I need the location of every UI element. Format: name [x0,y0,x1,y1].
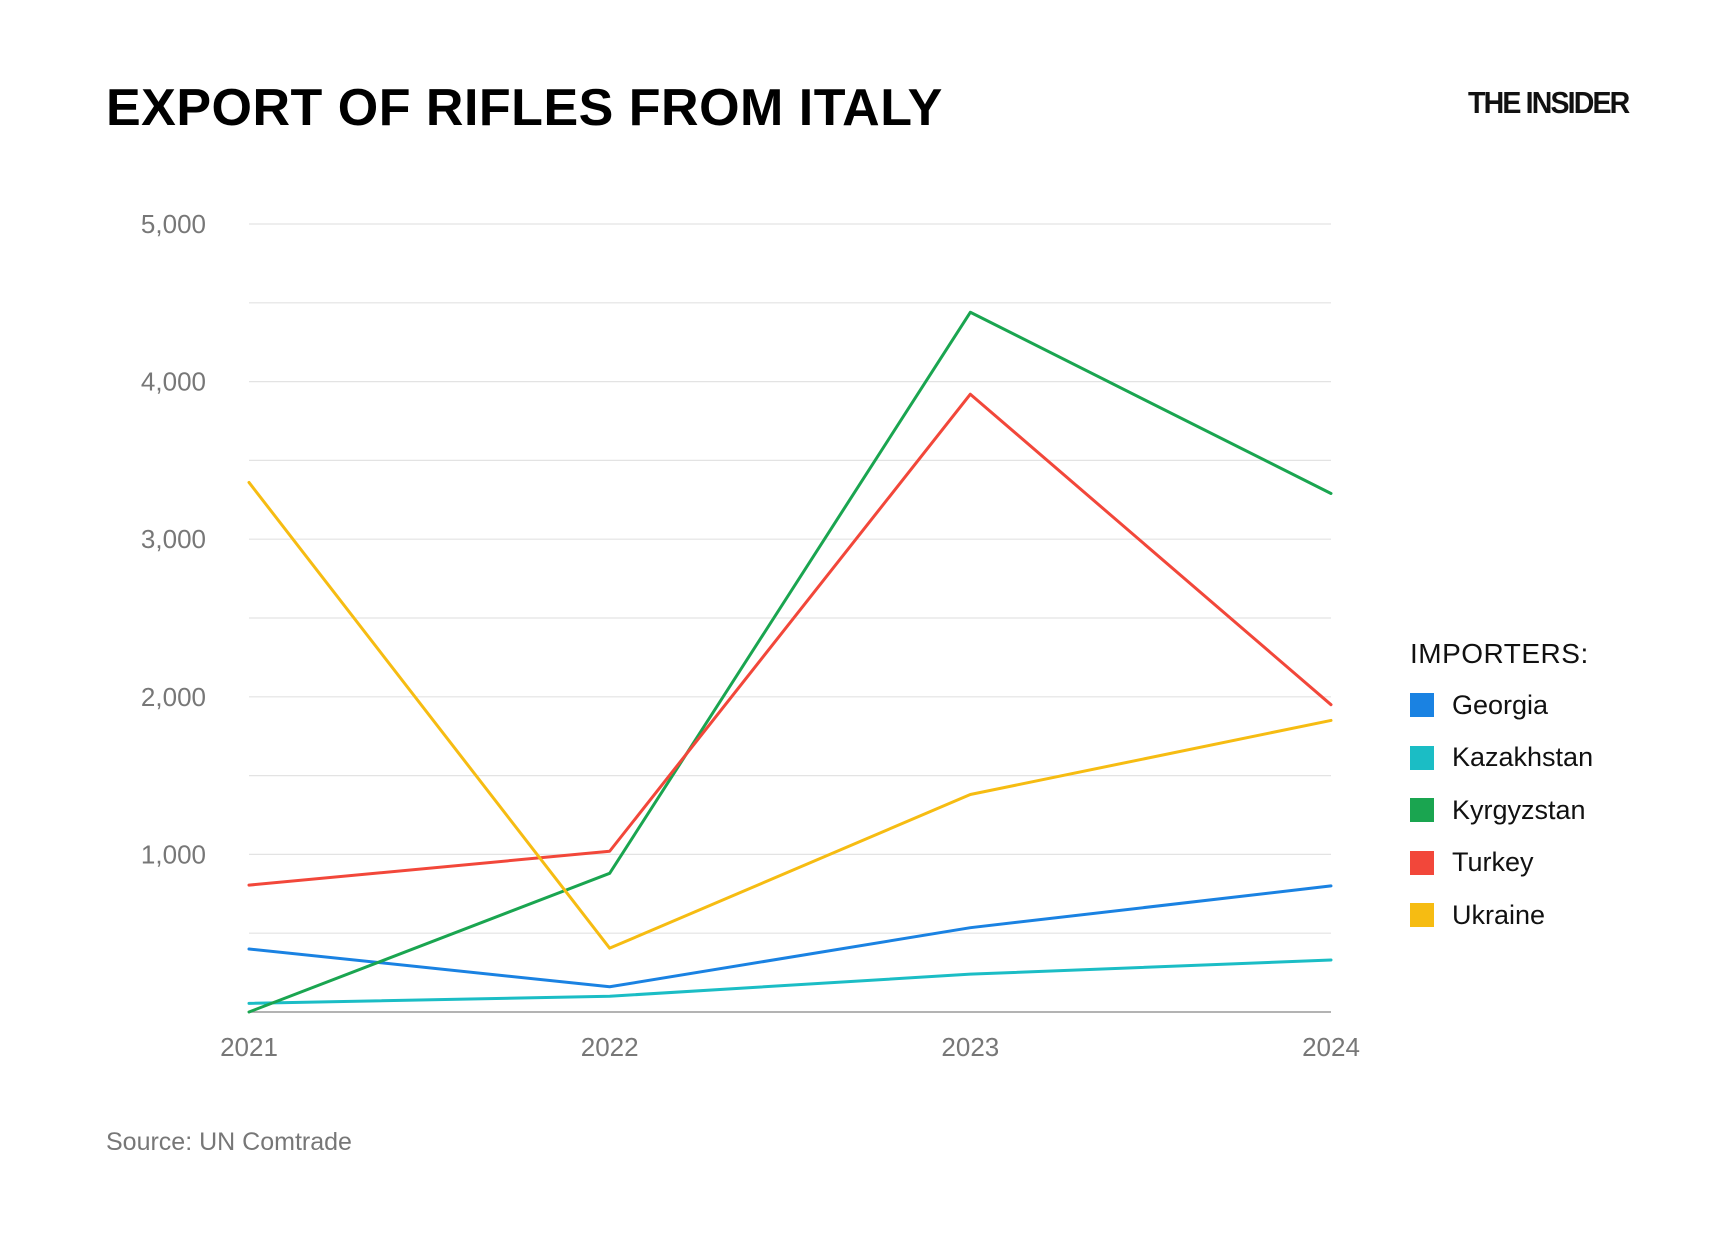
x-tick-label: 2022 [581,1032,639,1062]
series-line-kazakhstan [247,958,1333,1005]
y-tick-label: 2,000 [141,682,206,712]
y-tick-label: 3,000 [141,524,206,554]
legend-swatch [1410,903,1434,927]
legend-label: Ukraine [1452,899,1546,930]
legend-label: Kyrgyzstan [1452,794,1586,825]
legend-item-ukraine: Ukraine [1410,900,1593,930]
legend-item-kazakhstan: Kazakhstan [1410,742,1594,773]
series-line-georgia [247,884,1333,989]
x-tick-label: 2021 [220,1032,278,1062]
legend-label: Kazakhstan [1452,742,1594,772]
legend-swatch [1410,798,1434,822]
legend-label: Georgia [1452,689,1549,720]
legend-title: IMPORTERS: [1410,638,1589,669]
legend-item-turkey: Turkey [1410,847,1593,878]
legend-swatch [1410,850,1434,875]
legend-label: Turkey [1452,847,1534,877]
chart-title: EXPORT OF RIFLES FROM ITALY [106,79,943,137]
x-tick-label: 2024 [1302,1032,1360,1062]
y-tick-label: 5,000 [141,209,206,239]
source-note: Source: UN Comtrade [106,1128,352,1156]
series-line-ukraine [247,480,1333,950]
legend-items: Georgia Kazakhstan Kyrgyzstan Turkey Ukraine [1410,690,1593,930]
legend-item-georgia: Georgia [1410,690,1593,720]
brand-logo: THE INSIDER [1468,85,1630,120]
series-line-turkey [247,392,1333,887]
x-tick-label: 2023 [941,1032,999,1062]
legend-item-kyrgyzstan: Kyrgyzstan [1410,795,1593,825]
y-tick-label: 1,000 [141,839,206,869]
legend-swatch [1410,745,1434,770]
y-tick-label: 4,000 [141,367,206,397]
legend: IMPORTERS: Georgia Kazakhstan Kyrgyzstan Tu… [1410,638,1593,953]
series-line-kyrgyzstan [247,310,1333,1014]
legend-swatch [1410,693,1434,717]
